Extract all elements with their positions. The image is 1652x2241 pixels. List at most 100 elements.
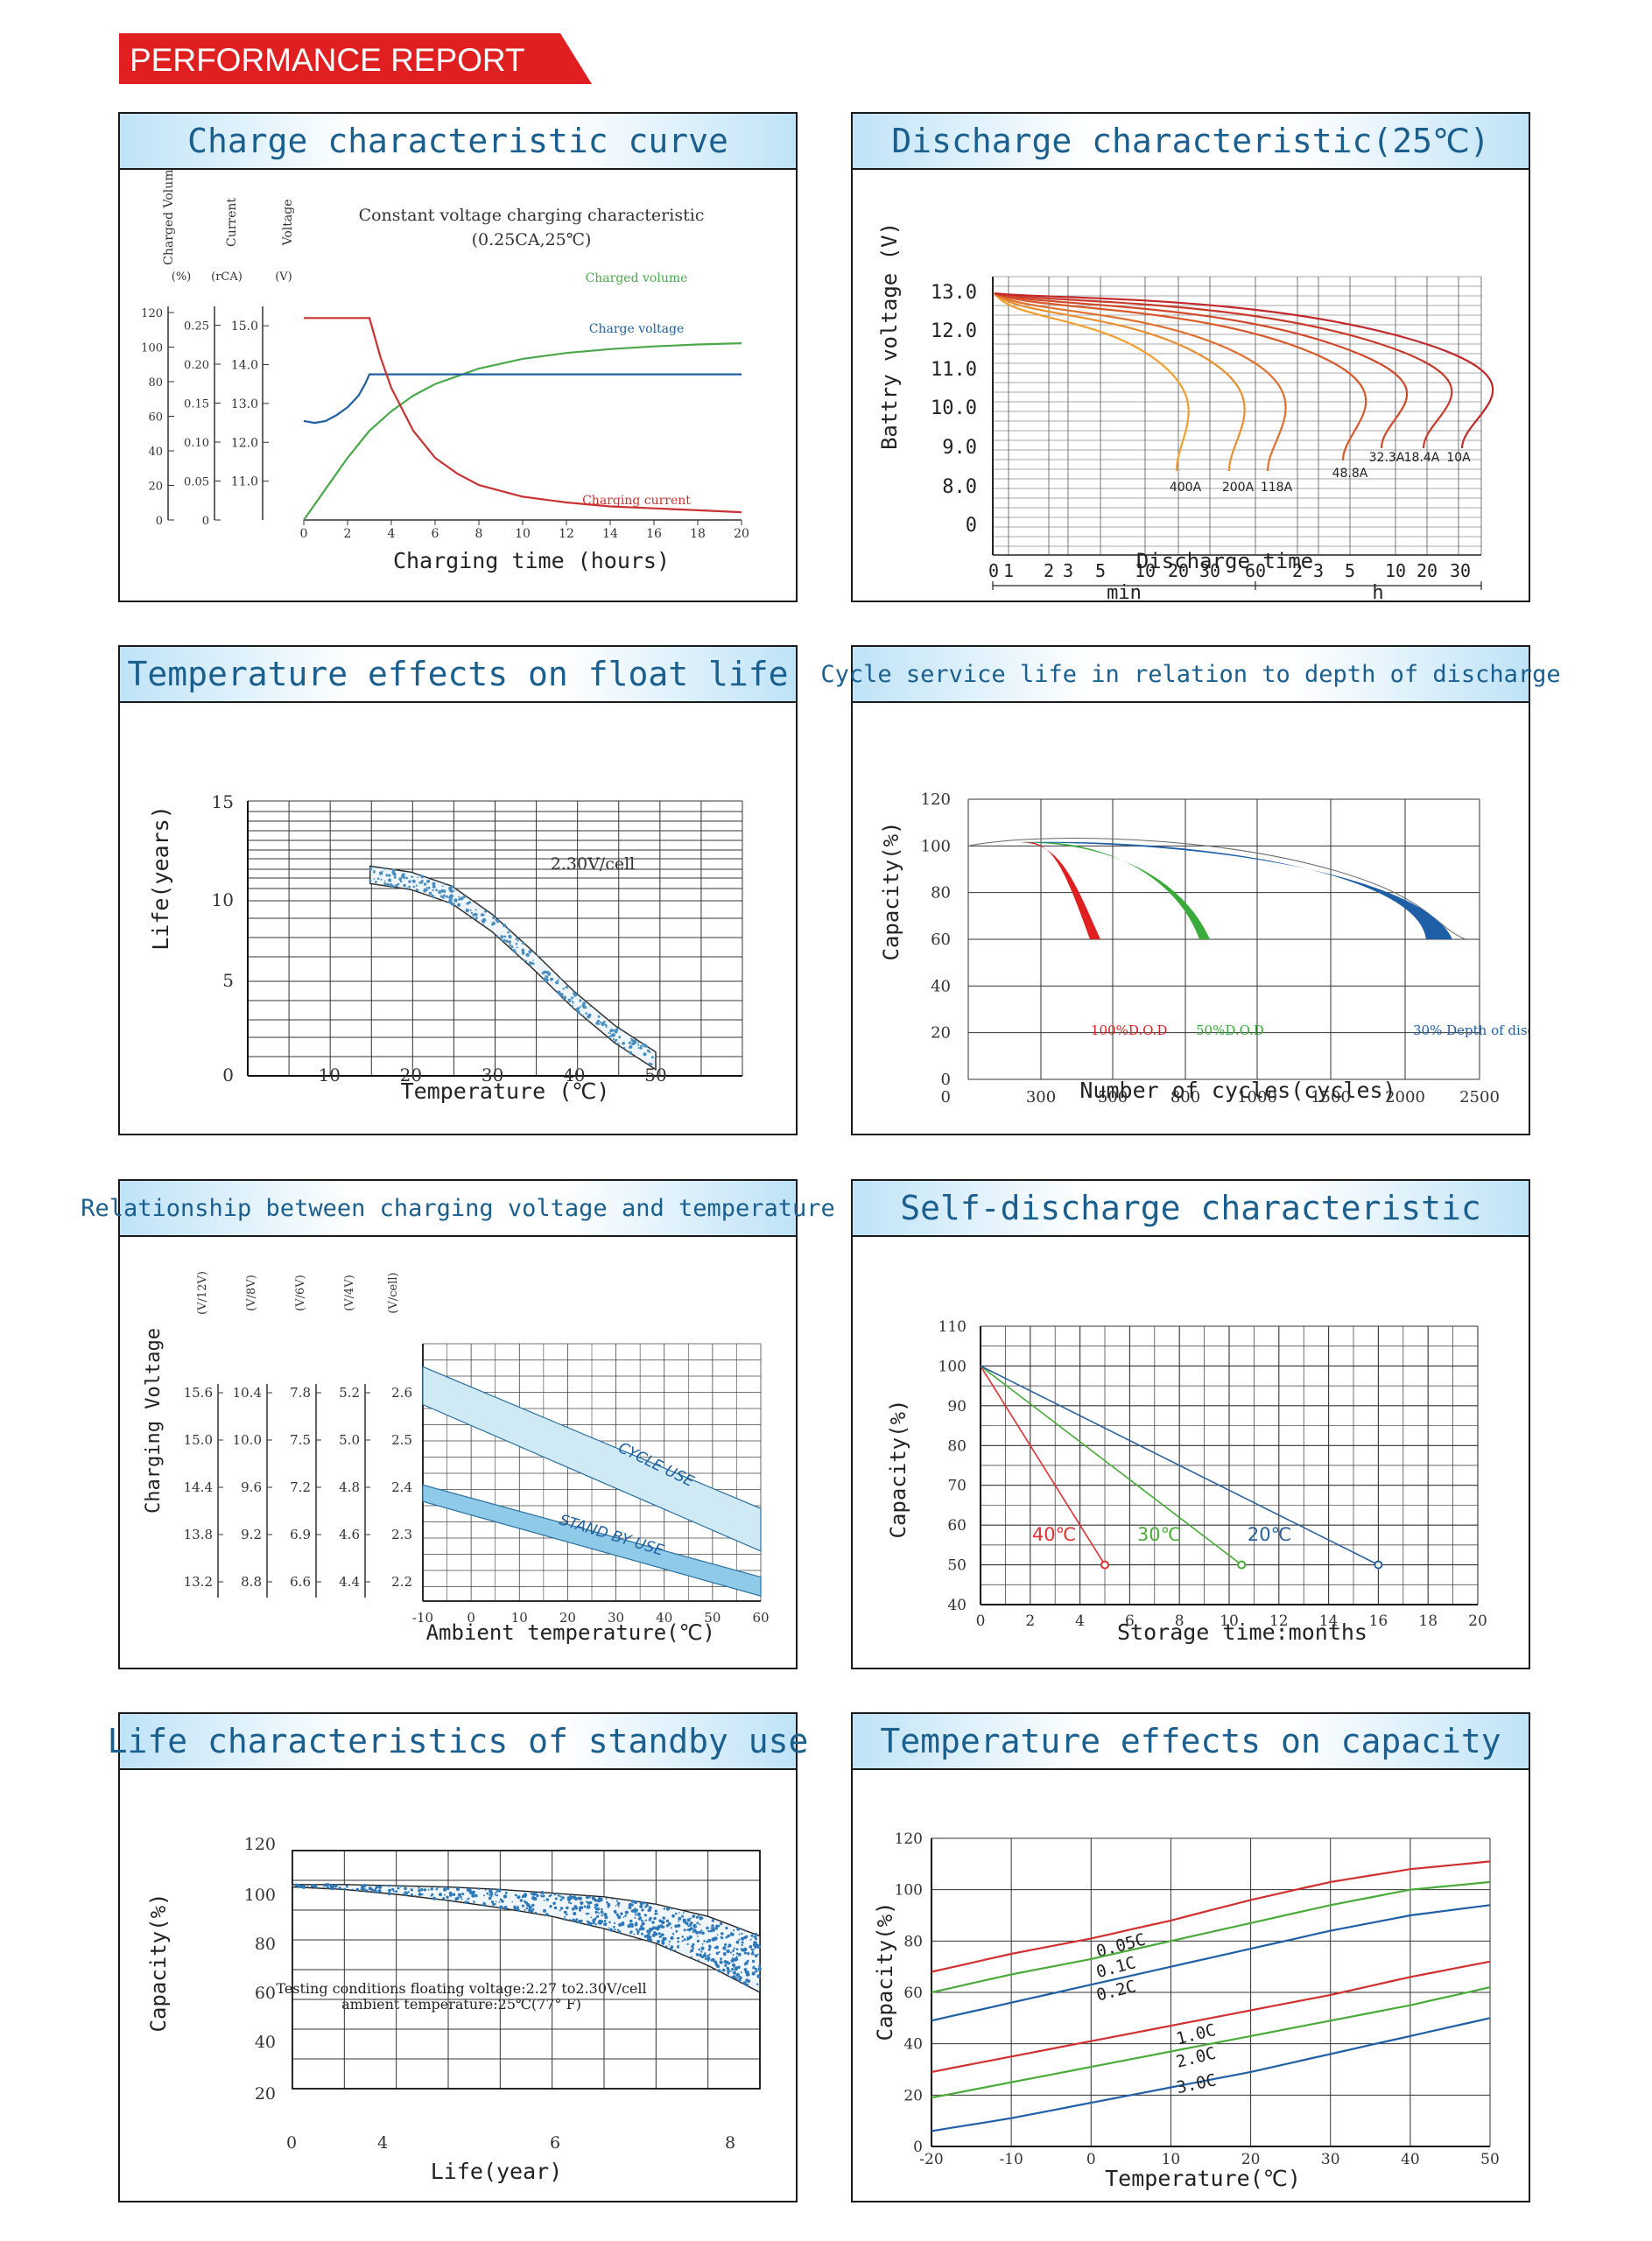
band-speckle (746, 1959, 749, 1963)
self-discharge-line-3 (980, 1365, 1379, 1566)
band-speckle (650, 1056, 654, 1059)
band-speckle (417, 876, 419, 879)
band-speckle (735, 1952, 739, 1955)
y-tick-label: 100 (921, 837, 951, 855)
band-speckle (637, 1047, 640, 1050)
band-speckle (428, 891, 432, 896)
x-tick-label: 20 (1417, 560, 1438, 581)
voltage-scale-tick-label: 13.8 (184, 1527, 213, 1542)
band-speckle (594, 1923, 597, 1926)
band-speckle (646, 1934, 650, 1937)
band-speckle (756, 1947, 759, 1949)
band-speckle (692, 1942, 695, 1946)
band-speckle (492, 917, 496, 919)
x-tick-label: -10 (412, 1610, 433, 1626)
x-tick-label: 1500 (1311, 1088, 1351, 1106)
y-tick-label: 60 (255, 1984, 276, 2003)
band-speckle (631, 1909, 636, 1913)
band-speckle (741, 1949, 743, 1951)
band-speckle (493, 1903, 496, 1906)
band-speckle (744, 1929, 747, 1932)
axis-label-voltage: Voltage (281, 200, 295, 247)
band-speckle (405, 876, 408, 880)
y-tick-label: 40 (931, 977, 951, 995)
band-speckle (598, 1022, 601, 1025)
band-speckle (608, 1036, 611, 1038)
band-speckle (658, 1935, 661, 1938)
band-speckle (465, 1900, 468, 1905)
voltage-scale-tick-label: 14.4 (184, 1479, 213, 1495)
y-tick-label: 0 (913, 2139, 923, 2156)
band-speckle (609, 1029, 612, 1033)
band-speckle (471, 1890, 475, 1894)
band-speckle (644, 1906, 647, 1908)
band-speckle (508, 935, 512, 939)
band-speckle (391, 1887, 395, 1891)
band-speckle (566, 1906, 569, 1910)
band-speckle (544, 978, 547, 982)
band-speckle (741, 1943, 743, 1947)
band-speckle (418, 882, 421, 884)
band-speckle (603, 1920, 607, 1922)
voltage-scale-tick-label: 9.6 (241, 1479, 262, 1495)
band-speckle (732, 1954, 735, 1956)
voltage-tick-label: 11.0 (231, 475, 258, 489)
x-tick-label: 16 (1369, 1612, 1388, 1630)
y-tick-label: 100 (895, 1882, 923, 1900)
voltage-scale-tick-label: 2.5 (391, 1432, 412, 1448)
band-speckle (641, 1908, 644, 1912)
band-speckle (605, 1897, 608, 1900)
band-speckle (375, 1886, 378, 1889)
panel-header: Self-discharge characteristic (853, 1181, 1529, 1237)
band-speckle (731, 1963, 736, 1967)
discharge-curve-6 (994, 292, 1453, 449)
panel-title: Life characteristics of standby use (107, 1722, 809, 1760)
band-speckle (515, 942, 518, 945)
band-speckle (683, 1928, 686, 1932)
y-tick-label: 0 (941, 1071, 951, 1089)
float-life-panel: Temperature effects on float life Life(y… (118, 645, 798, 1135)
band-speckle (526, 1903, 531, 1907)
voltage-scale-tick-label: 2.6 (391, 1385, 412, 1401)
band-speckle (640, 1925, 643, 1928)
band-speckle (297, 1884, 301, 1888)
band-speckle (395, 1890, 398, 1893)
band-speckle (590, 1916, 593, 1919)
band-speckle (537, 955, 538, 957)
band-speckle (467, 1898, 469, 1900)
band-speckle (610, 1034, 614, 1037)
panel-header: Charge characteristic curve (120, 114, 796, 170)
current-tick-label: 0.10 (184, 437, 209, 450)
series-line-3 (304, 317, 742, 514)
band-speckle (674, 1912, 678, 1915)
band-speckle (601, 1022, 605, 1027)
band-speckle (753, 1941, 756, 1944)
band-speckle (686, 1918, 691, 1922)
band-speckle (747, 1971, 749, 1974)
band-speckle (583, 1905, 587, 1908)
band-speckle (605, 1024, 608, 1027)
voltage-scale-tick-label: 4.6 (339, 1527, 360, 1542)
band-speckle (525, 1907, 529, 1910)
x-tick-label: 10 (318, 1064, 340, 1085)
band-speckle (725, 1926, 728, 1930)
capacity-line-5 (931, 1986, 1491, 2099)
band-speckle (393, 875, 397, 879)
band-speckle (617, 1915, 622, 1920)
band-speckle (569, 1894, 572, 1897)
band-speckle (402, 1893, 404, 1894)
band-speckle (461, 1893, 465, 1896)
band-speckle (443, 1887, 447, 1892)
band-speckle (528, 1908, 532, 1913)
band-speckle (637, 1041, 639, 1043)
band-speckle (648, 1062, 651, 1065)
band-speckle (633, 1933, 636, 1935)
cycle-life-chart: Capacity(%) Number of cycles(cycles) 0 20… (879, 790, 1529, 1106)
band-speckle (681, 1935, 684, 1938)
band-speckle (749, 1938, 752, 1941)
y-tick-label: 80 (903, 1933, 923, 1950)
band-speckle (496, 1900, 497, 1903)
band-speckle (737, 1978, 742, 1983)
band-speckle (654, 1932, 658, 1936)
band-speckle (405, 887, 409, 889)
